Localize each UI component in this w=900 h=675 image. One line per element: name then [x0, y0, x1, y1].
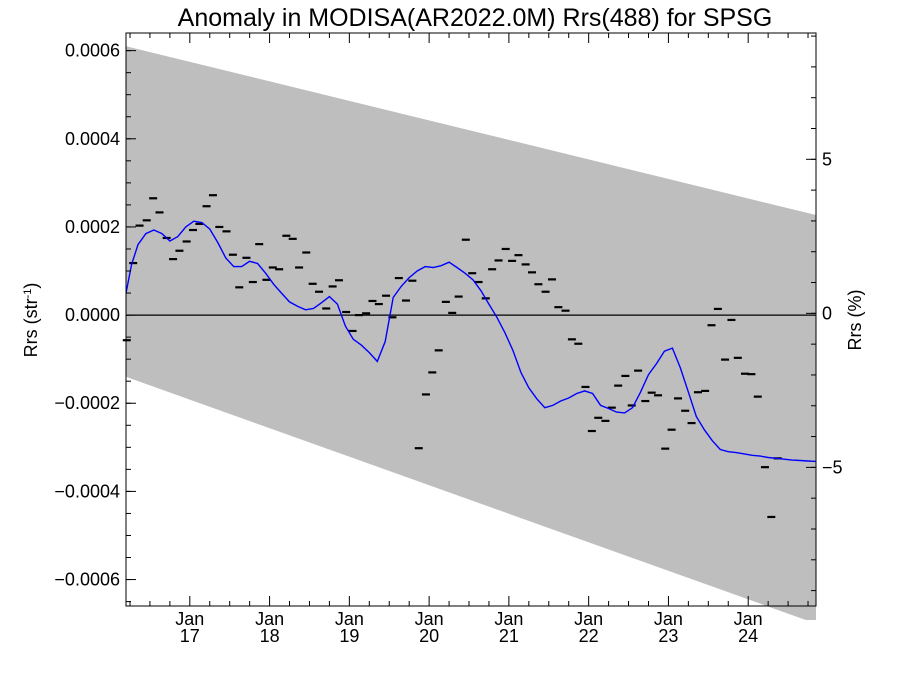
y-axis-label-left: Rrs (str-1): [21, 283, 41, 358]
x-tick-label-year: 20: [419, 626, 439, 646]
y-tick-label: 0.0002: [65, 217, 120, 237]
x-tick-label-year: 21: [499, 626, 519, 646]
y-tick-label: −0.0006: [54, 570, 120, 590]
x-tick-label-year: 18: [260, 626, 280, 646]
y-right-tick-label: 0: [822, 303, 832, 323]
x-tick-label-month: Jan: [734, 609, 763, 629]
x-tick-label-year: 24: [738, 626, 758, 646]
chart-title: Anomaly in MODISA(AR2022.0M) Rrs(488) fo…: [178, 4, 773, 32]
x-tick-label-month: Jan: [255, 609, 284, 629]
x-tick-label-year: 23: [658, 626, 678, 646]
x-tick-label-month: Jan: [415, 609, 444, 629]
y-axis-label-right: Rrs (%): [845, 290, 865, 351]
y-axis-label-left-end: ): [21, 283, 41, 289]
plot-area: [122, 46, 816, 620]
x-tick-label-year: 19: [339, 626, 359, 646]
x-tick-label-month: Jan: [175, 609, 204, 629]
plot-frame: [125, 32, 817, 607]
x-tick-label-month: Jan: [335, 609, 364, 629]
y-axis-label-left-text: Rrs (str: [21, 298, 41, 357]
series-line-smoothed: [126, 220, 816, 463]
y-tick-label: −0.0002: [54, 393, 120, 413]
axes: 0.0006 0.0004 0.0002 0.0000 −0.0002 −0.0004 −0…: [54, 32, 843, 646]
y-tick-label: 0.0006: [65, 41, 120, 61]
y-axis-label-left-sup: -1: [22, 289, 34, 299]
x-tick-label-month: Jan: [574, 609, 603, 629]
y-tick-label: 0.0000: [65, 305, 120, 325]
x-tick-label-year: 22: [579, 626, 599, 646]
x-tick-label-month: Jan: [654, 609, 683, 629]
y-right-tick-label: −5: [822, 457, 843, 477]
y-tick-label: 0.0004: [65, 129, 120, 149]
y-right-tick-label: 5: [822, 149, 832, 169]
x-tick-label-month: Jan: [494, 609, 523, 629]
y-tick-label: −0.0004: [54, 481, 120, 501]
x-tick-label-year: 17: [180, 626, 200, 646]
uncertainty-band: [126, 46, 816, 620]
